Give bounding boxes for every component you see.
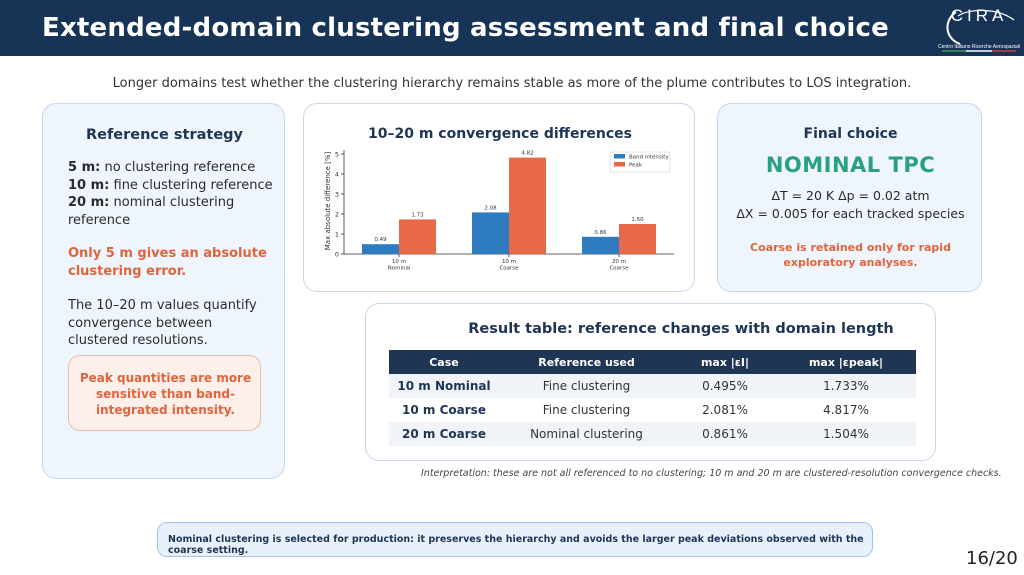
bar (582, 236, 619, 254)
chart-y-axis-label: Max absolute difference [%] (324, 151, 332, 250)
interpretation-note: Interpretation: these are not all refere… (421, 468, 1002, 479)
table-cell-max-ei: 0.861% (674, 422, 776, 446)
bar-data-label: 0.86 (594, 230, 607, 236)
final-title: Final choice (803, 126, 898, 142)
reference-strategy-card: Reference strategy 5 m: no clustering re… (42, 103, 285, 479)
table-cell-max-epeak: 4.817% (776, 398, 916, 422)
x-tick-label: 10 m (392, 259, 406, 265)
bar-data-label: 1.50 (631, 217, 644, 223)
y-tick-label: 0 (335, 251, 339, 259)
intro-text: Longer domains test whether the clusteri… (112, 76, 912, 91)
column-header-case: Case (389, 350, 499, 374)
cira-logo: CIRA Centro Italiano Ricerche Aerospazia… (936, 2, 1022, 54)
legend-swatch (614, 154, 625, 159)
x-tick-label: 10 m (502, 259, 516, 265)
legend-swatch (614, 162, 625, 167)
table-header-row: Case Reference used max |εI| max |εpeak| (389, 350, 916, 374)
x-tick-label: 20 m (612, 259, 626, 265)
logo-word: CIRA (950, 6, 1008, 25)
bar (399, 219, 436, 254)
reference-paragraph: The 10–20 m values quantify convergence … (68, 298, 257, 348)
bar-data-label: 4.82 (521, 151, 533, 157)
reference-item: 20 m: nominal clustering reference (68, 194, 273, 229)
bar (509, 157, 546, 254)
table-cell-max-epeak: 1.733% (776, 374, 916, 398)
reference-item-text: no clustering reference (100, 160, 256, 175)
page-title: Extended-domain clustering assessment an… (42, 13, 889, 43)
logo-swoosh-icon (942, 9, 1016, 52)
reference-item-key: 10 m: (68, 177, 110, 193)
reference-item: 10 m: fine clustering reference (68, 177, 273, 195)
bar-data-label: 0.49 (374, 237, 387, 243)
column-header-max-ei: max |εI| (674, 350, 776, 374)
bar (619, 224, 656, 254)
reference-item-text: nominal clustering reference (68, 195, 235, 228)
final-choice-card: Final choice NOMINAL TPC ΔT = 20 K Δp = … (717, 103, 982, 292)
reference-item-key: 5 m: (68, 160, 101, 175)
legend-label: Peak (629, 163, 643, 169)
table-cell-case: 20 m Coarse (389, 422, 499, 446)
column-header-reference: Reference used (499, 350, 674, 374)
table-row: 10 m Coarse Fine clustering 2.081% 4.817… (389, 398, 916, 422)
bar (472, 212, 509, 254)
chart-title: 10–20 m convergence differences (368, 126, 632, 142)
table-title: Result table: reference changes with dom… (468, 321, 894, 337)
reference-list: 5 m: no clustering reference 10 m: fine … (68, 159, 273, 229)
table-cell-max-ei: 2.081% (674, 398, 776, 422)
reference-item: 5 m: no clustering reference (68, 159, 273, 177)
table-cell-reference: Fine clustering (499, 374, 674, 398)
result-table: Case Reference used max |εI| max |εpeak|… (389, 350, 916, 446)
reference-title: Reference strategy (85, 127, 244, 143)
y-tick-label: 3 (335, 191, 339, 199)
bar (362, 244, 399, 254)
y-tick-label: 1 (335, 231, 339, 239)
final-params-line1: ΔT = 20 K Δp = 0.02 atm (771, 188, 930, 203)
logo-subtitle: Centro Italiano Ricerche Aerospaziali (938, 44, 1020, 50)
bottom-note-bar: Nominal clustering is selected for produ… (157, 522, 873, 557)
reference-item-key: 20 m: (68, 195, 110, 210)
table-cell-max-ei: 0.495% (674, 374, 776, 398)
bar-data-label: 2.08 (484, 205, 497, 211)
header-bar: Extended-domain clustering assessment an… (0, 0, 1024, 56)
table-row: 20 m Coarse Nominal clustering 0.861% 1.… (389, 422, 916, 446)
x-tick-label: Coarse (499, 266, 519, 272)
table-cell-reference: Fine clustering (499, 398, 674, 422)
x-tick-label: Coarse (609, 266, 629, 272)
x-tick-label: Nominal (388, 266, 411, 272)
table-cell-reference: Nominal clustering (499, 422, 674, 446)
y-tick-label: 2 (335, 211, 339, 219)
peak-note-text: Peak quantities are more sensitive than … (79, 371, 252, 417)
table-cell-case: 10 m Coarse (389, 398, 499, 422)
table-cell-max-epeak: 1.504% (776, 422, 916, 446)
bottom-note-text: Nominal clustering is selected for produ… (168, 534, 864, 556)
final-warning: Coarse is retained only for rapid explor… (750, 241, 951, 269)
table-row: 10 m Nominal Fine clustering 0.495% 1.73… (389, 374, 916, 398)
final-params-line2: ΔX = 0.005 for each tracked species (736, 206, 965, 221)
convergence-bar-chart: 10–20 m convergence differences Max abso… (324, 126, 674, 272)
column-header-max-epeak: max |εpeak| (776, 350, 916, 374)
bar-data-label: 1.73 (411, 212, 424, 218)
peak-note-box: Peak quantities are more sensitive than … (68, 355, 261, 431)
final-choice-value: NOMINAL TPC (765, 153, 936, 177)
legend-label: Band intensity (629, 155, 669, 161)
result-table-card: Result table: reference changes with dom… (365, 303, 936, 461)
reference-item-text: fine clustering reference (109, 177, 273, 193)
reference-warning: Only 5 m gives an absolute clustering er… (68, 246, 267, 279)
table-cell-case: 10 m Nominal (389, 374, 499, 398)
page-number: 16/20 (966, 548, 1018, 569)
y-tick-label: 4 (335, 171, 339, 179)
convergence-chart-card: 10–20 m convergence differences Max abso… (303, 103, 695, 292)
y-tick-label: 5 (335, 151, 339, 159)
